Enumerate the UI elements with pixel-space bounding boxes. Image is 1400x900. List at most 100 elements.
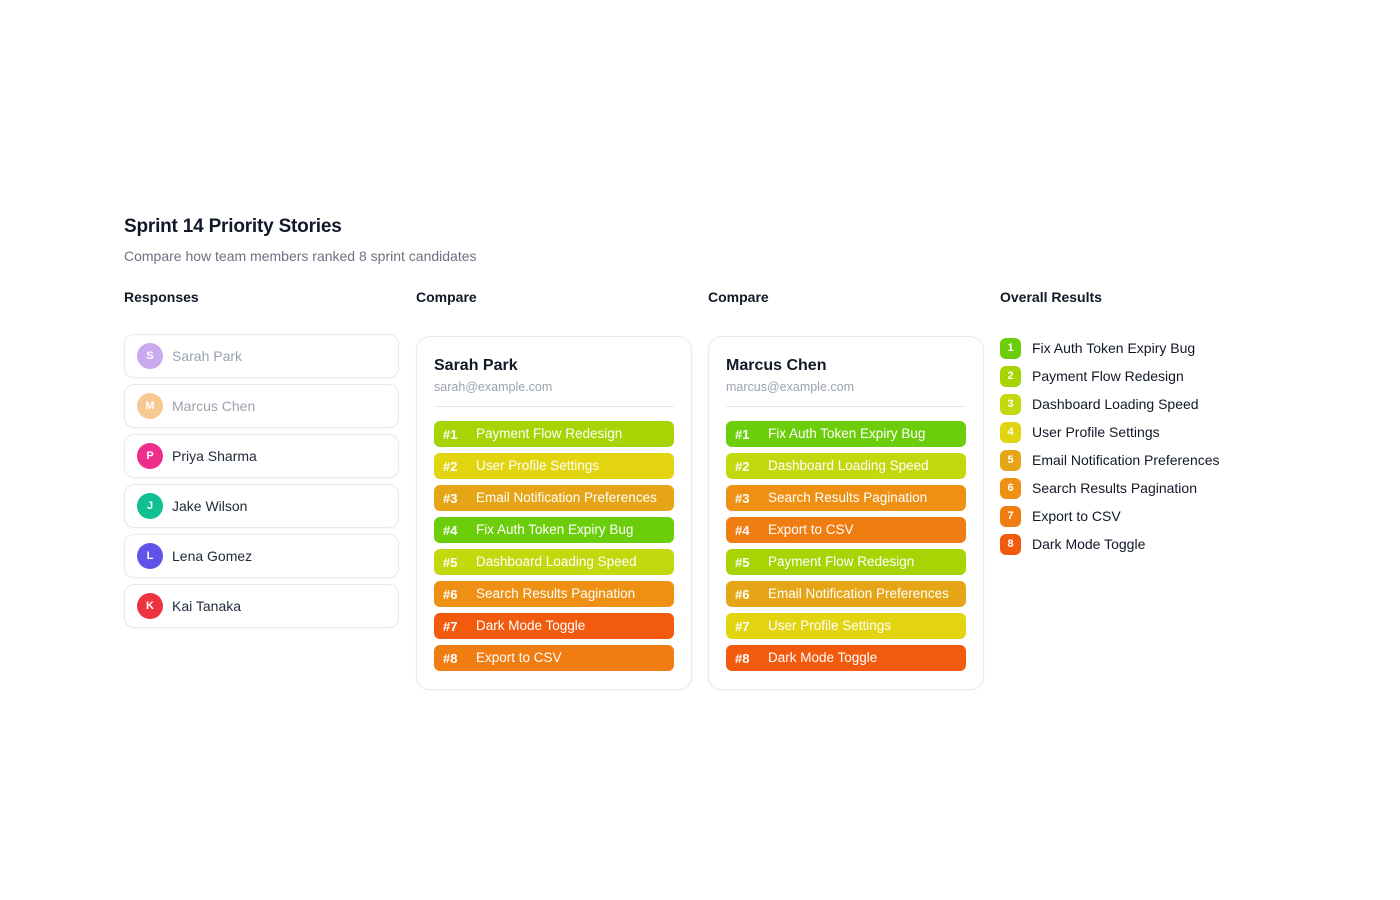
page-title: Sprint 14 Priority Stories [124, 216, 342, 237]
compare-header: Compare [416, 289, 477, 305]
rank-number: #6 [443, 586, 458, 602]
overall-rank-badge: 8 [1000, 533, 1021, 555]
avatar: S [137, 343, 163, 369]
overall-result-row: 4 User Profile Settings [1000, 421, 1280, 443]
rank-label: Export to CSV [476, 650, 562, 666]
rank-label: Dark Mode Toggle [768, 650, 878, 666]
rank-number: #2 [443, 458, 458, 474]
rank-number: #8 [735, 650, 750, 666]
ranking-bar: #1 Payment Flow Redesign [434, 421, 674, 447]
overall-item-label: User Profile Settings [1032, 424, 1160, 440]
avatar: J [137, 493, 163, 519]
compare-column-1: Compare Sarah Park sarah@example.com #1 … [416, 289, 692, 690]
compare-column-2: Compare Marcus Chen marcus@example.com #… [708, 289, 984, 690]
ranking-bar: #5 Payment Flow Redesign [726, 549, 966, 575]
rank-number: #4 [443, 522, 458, 538]
rank-number: #7 [443, 618, 458, 634]
rank-label: Fix Auth Token Expiry Bug [768, 426, 926, 442]
rank-number: #6 [735, 586, 750, 602]
ranking-list: #1 Fix Auth Token Expiry Bug #2 Dashboar… [726, 421, 966, 671]
overall-item-label: Payment Flow Redesign [1032, 368, 1184, 384]
card-divider [726, 406, 966, 407]
rank-label: Dashboard Loading Speed [768, 458, 929, 474]
rank-label: User Profile Settings [768, 618, 892, 634]
rank-number: #8 [443, 650, 458, 666]
page-subtitle: Compare how team members ranked 8 sprint… [124, 248, 477, 264]
rank-label: Export to CSV [768, 522, 854, 538]
avatar: M [137, 393, 163, 419]
respondent-email: marcus@example.com [726, 380, 855, 394]
compare-card-marcus: Marcus Chen marcus@example.com #1 Fix Au… [708, 336, 984, 690]
overall-item-label: Dark Mode Toggle [1032, 536, 1146, 552]
rank-number: #3 [735, 490, 750, 506]
overall-item-label: Export to CSV [1032, 508, 1121, 524]
member-name: Lena Gomez [172, 548, 253, 564]
ranking-bar: #2 Dashboard Loading Speed [726, 453, 966, 479]
rank-label: Payment Flow Redesign [476, 426, 623, 442]
responses-header: Responses [124, 289, 199, 305]
avatar: P [137, 443, 163, 469]
ranking-bar: #4 Fix Auth Token Expiry Bug [434, 517, 674, 543]
responses-list: S Sarah Park M Marcus Chen P Priya Sharm… [124, 334, 399, 628]
member-name: Kai Tanaka [172, 598, 242, 614]
ranking-bar: #1 Fix Auth Token Expiry Bug [726, 421, 966, 447]
rank-label: Email Notification Preferences [476, 490, 657, 506]
response-member-item[interactable]: P Priya Sharma [124, 434, 399, 478]
ranking-bar: #4 Export to CSV [726, 517, 966, 543]
compare-header: Compare [708, 289, 769, 305]
ranking-bar: #7 User Profile Settings [726, 613, 966, 639]
response-member-item[interactable]: M Marcus Chen [124, 384, 399, 428]
overall-result-row: 3 Dashboard Loading Speed [1000, 393, 1280, 415]
overall-results-column: Overall Results 1 Fix Auth Token Expiry … [1000, 289, 1280, 555]
rank-label: User Profile Settings [476, 458, 600, 474]
ranking-bar: #5 Dashboard Loading Speed [434, 549, 674, 575]
response-member-item[interactable]: S Sarah Park [124, 334, 399, 378]
overall-item-label: Search Results Pagination [1032, 480, 1197, 496]
ranking-bar: #8 Export to CSV [434, 645, 674, 671]
ranking-list: #1 Payment Flow Redesign #2 User Profile… [434, 421, 674, 671]
rank-number: #4 [735, 522, 750, 538]
ranking-bar: #2 User Profile Settings [434, 453, 674, 479]
ranking-bar: #3 Search Results Pagination [726, 485, 966, 511]
rank-label: Dashboard Loading Speed [476, 554, 637, 570]
avatar: L [137, 543, 163, 569]
rank-number: #5 [735, 554, 750, 570]
rank-label: Email Notification Preferences [768, 586, 949, 602]
rank-number: #1 [443, 426, 458, 442]
response-member-item[interactable]: J Jake Wilson [124, 484, 399, 528]
member-name: Marcus Chen [172, 398, 256, 414]
ranking-bar: #3 Email Notification Preferences [434, 485, 674, 511]
ranking-bar: #6 Search Results Pagination [434, 581, 674, 607]
overall-result-row: 1 Fix Auth Token Expiry Bug [1000, 337, 1280, 359]
ranking-bar: #6 Email Notification Preferences [726, 581, 966, 607]
rank-number: #1 [735, 426, 750, 442]
response-member-item[interactable]: K Kai Tanaka [124, 584, 399, 628]
rank-number: #2 [735, 458, 750, 474]
ranking-bar: #7 Dark Mode Toggle [434, 613, 674, 639]
overall-rank-badge: 4 [1000, 421, 1021, 443]
compare-card-sarah: Sarah Park sarah@example.com #1 Payment … [416, 336, 692, 690]
overall-result-row: 7 Export to CSV [1000, 505, 1280, 527]
rank-label: Search Results Pagination [476, 586, 636, 602]
overall-result-row: 8 Dark Mode Toggle [1000, 533, 1280, 555]
response-member-item[interactable]: L Lena Gomez [124, 534, 399, 578]
respondent-name: Sarah Park [434, 357, 518, 374]
overall-rank-badge: 7 [1000, 505, 1021, 527]
avatar: K [137, 593, 163, 619]
overall-item-label: Email Notification Preferences [1032, 452, 1220, 468]
ranking-bar: #8 Dark Mode Toggle [726, 645, 966, 671]
overall-result-row: 6 Search Results Pagination [1000, 477, 1280, 499]
overall-item-label: Dashboard Loading Speed [1032, 396, 1199, 412]
respondent-email: sarah@example.com [434, 380, 553, 394]
overall-rank-badge: 2 [1000, 365, 1021, 387]
overall-results-header: Overall Results [1000, 289, 1102, 305]
overall-rank-badge: 6 [1000, 477, 1021, 499]
overall-result-row: 5 Email Notification Preferences [1000, 449, 1280, 471]
respondent-name: Marcus Chen [726, 357, 827, 374]
overall-rank-badge: 3 [1000, 393, 1021, 415]
rank-number: #5 [443, 554, 458, 570]
overall-results-list: 1 Fix Auth Token Expiry Bug 2 Payment Fl… [1000, 337, 1280, 555]
overall-result-row: 2 Payment Flow Redesign [1000, 365, 1280, 387]
member-name: Priya Sharma [172, 448, 257, 464]
overall-rank-badge: 5 [1000, 449, 1021, 471]
